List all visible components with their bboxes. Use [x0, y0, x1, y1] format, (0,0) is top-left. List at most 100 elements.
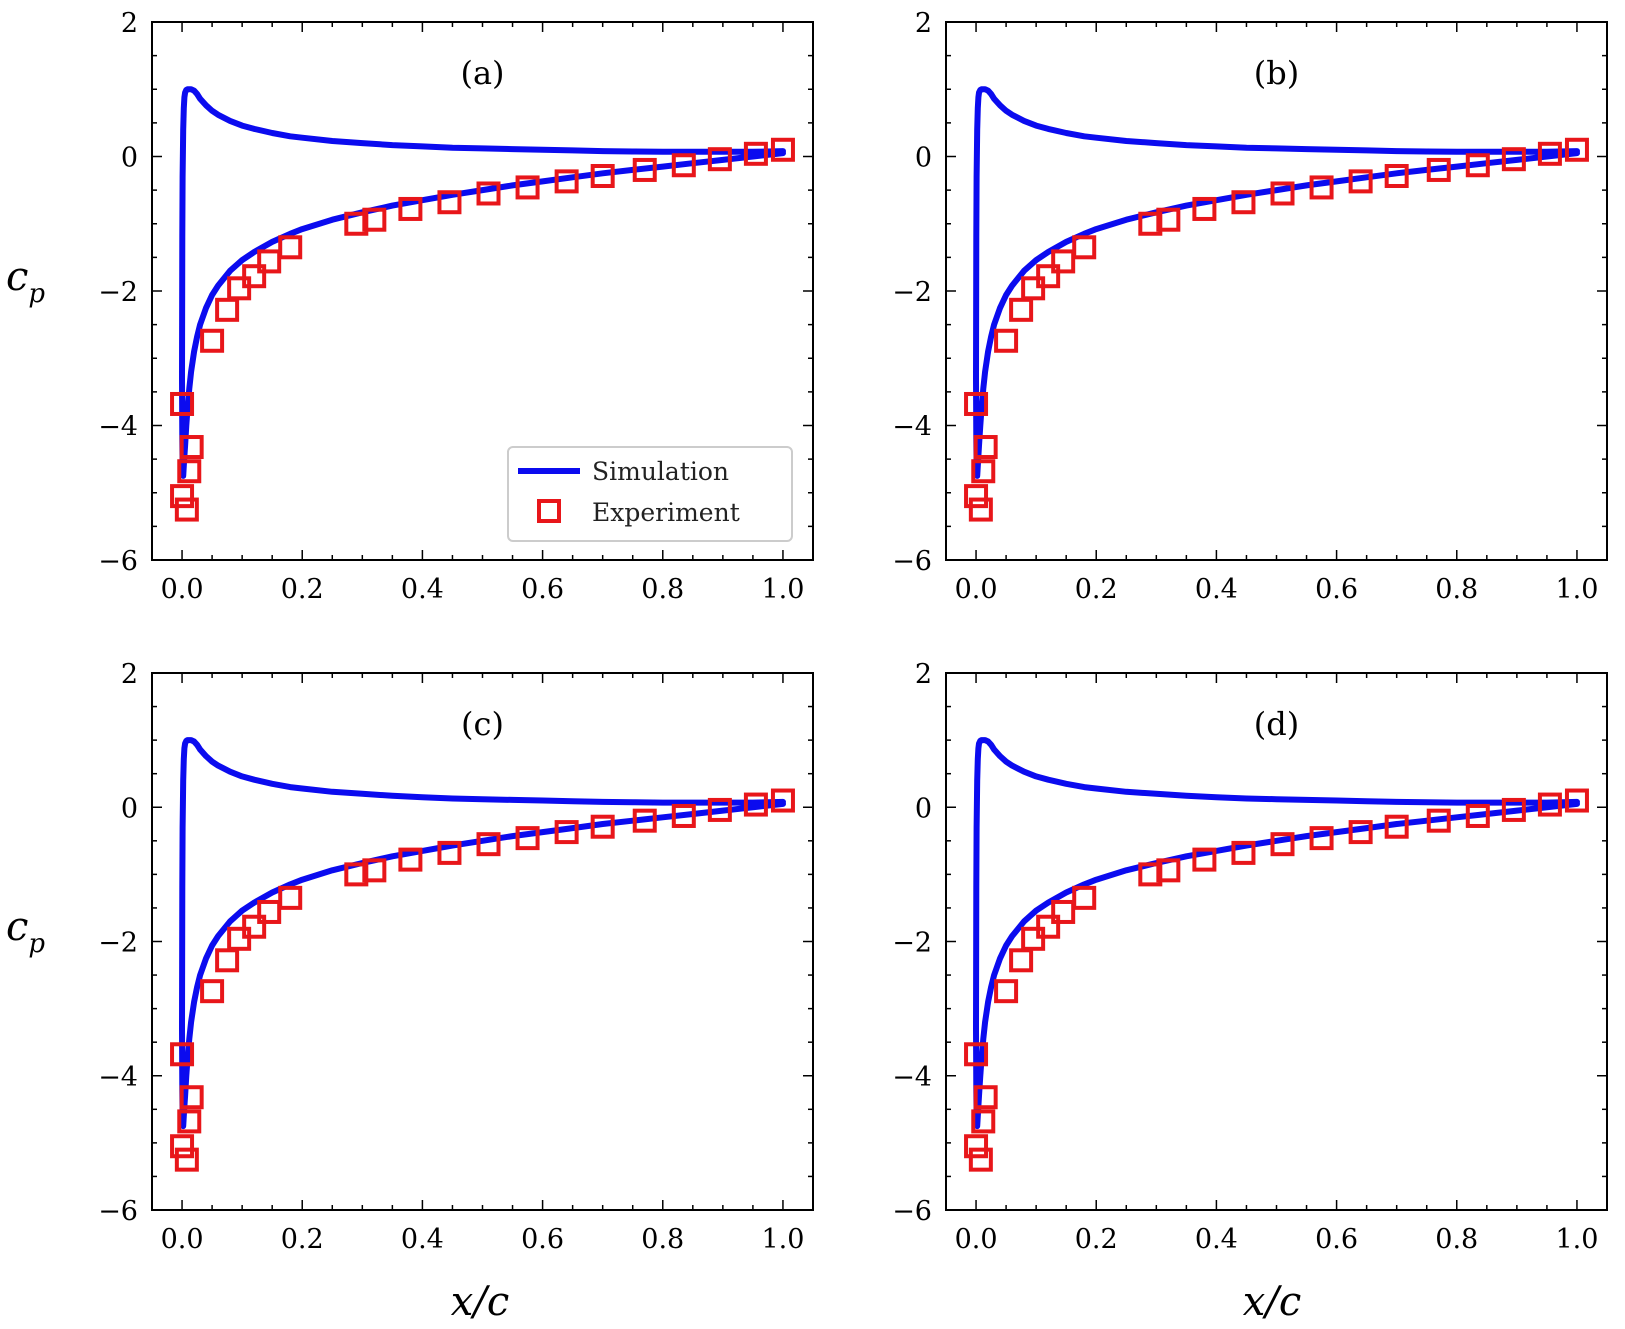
experiment-marker [971, 1109, 996, 1134]
experiment-marker [1072, 885, 1097, 910]
experiment-marker [1348, 169, 1373, 194]
x-tick-label: 0.0 [955, 1224, 998, 1255]
experiment-marker [257, 899, 282, 924]
experiment-marker [362, 858, 387, 883]
experiment-marker [179, 1085, 204, 1110]
experiment-marker [1270, 832, 1295, 857]
x-tick-label: 0.8 [1435, 1224, 1478, 1255]
experiment-marker [1231, 840, 1256, 865]
experiment-marker [215, 948, 240, 973]
experiment-marker [174, 497, 199, 522]
experiment-marker [743, 141, 768, 166]
experiment-marker [964, 1042, 989, 1067]
experiment-marker [437, 840, 462, 865]
experiment-marker [1426, 808, 1451, 833]
x-tick-label: 0.6 [1315, 1224, 1358, 1255]
x-tick-label: 0.4 [401, 1224, 444, 1255]
experiment-marker [1192, 847, 1217, 872]
x-tick-label: 1.0 [761, 574, 804, 605]
panel-label: (a) [460, 54, 504, 92]
plot-frame [945, 672, 1608, 1211]
y-tick-label: −2 [98, 928, 138, 959]
experiment-marker [770, 137, 795, 162]
experiment-marker [174, 1147, 199, 1172]
experiment-marker [671, 153, 696, 178]
experiment-marker [1309, 826, 1334, 851]
ylabel-sub-bottom: p [28, 929, 45, 959]
experiment-marker [994, 328, 1019, 353]
x-tick-label: 0.0 [955, 574, 998, 605]
experiment-marker [1564, 788, 1589, 813]
experiment-marker [770, 788, 795, 813]
x-tick-label: 1.0 [761, 1224, 804, 1255]
x-tick-label: 1.0 [1555, 1224, 1598, 1255]
experiment-marker [437, 190, 462, 215]
experiment-marker [1426, 157, 1451, 182]
simulation-line [179, 737, 786, 1130]
experiment-marker [476, 181, 501, 206]
x-tick-label: 0.2 [281, 1224, 324, 1255]
experiment-marker [227, 276, 252, 301]
x-tick-label: 0.2 [281, 574, 324, 605]
experiment-marker [515, 826, 540, 851]
plot-frame [945, 21, 1608, 561]
x-tick-label: 0.2 [1075, 1224, 1118, 1255]
experiment-marker [973, 435, 998, 460]
y-tick-label: −6 [892, 546, 932, 577]
y-tick-label: −2 [892, 277, 932, 308]
legend: Simulation Experiment [507, 446, 793, 542]
experiment-marker [1501, 147, 1526, 172]
experiment-marker [362, 207, 387, 232]
panel-label: (c) [461, 705, 504, 743]
ylabel-sub-top: p [28, 279, 45, 309]
experiment-marker [515, 175, 540, 200]
experiment-marker [170, 391, 195, 416]
y-tick-label: −2 [98, 277, 138, 308]
xlabel-right: x/c [1243, 1279, 1301, 1325]
ylabel-bottom: cp [6, 904, 45, 959]
experiment-marker [1021, 276, 1046, 301]
simulation-line [179, 86, 786, 479]
experiment-marker [968, 1147, 993, 1172]
experiment-marker [632, 157, 657, 182]
experiment-marker [242, 914, 267, 939]
y-tick-label: 2 [915, 659, 932, 690]
experiment-marker [964, 391, 989, 416]
y-tick-label: −4 [892, 412, 932, 443]
y-tick-label: −6 [892, 1196, 932, 1227]
ylabel-base-bottom: c [6, 904, 28, 950]
experiment-marker [964, 1134, 989, 1159]
y-tick-label: 0 [915, 143, 932, 174]
y-tick-label: −2 [892, 928, 932, 959]
x-tick-label: 0.6 [521, 574, 564, 605]
experiment-marker [1072, 235, 1097, 260]
experiment-marker [1156, 858, 1181, 883]
experiment-marker [707, 797, 732, 822]
y-tick-label: −4 [98, 412, 138, 443]
experiment-marker [1384, 164, 1409, 189]
x-tick-label: 0.6 [1315, 574, 1358, 605]
experiment-marker [743, 792, 768, 817]
experiment-marker [1309, 175, 1334, 200]
y-tick-label: 2 [915, 8, 932, 39]
panel-label: (d) [1254, 705, 1299, 743]
experiment-marker [177, 1109, 202, 1134]
legend-experiment-label: Experiment [592, 498, 740, 527]
x-tick-label: 0.8 [641, 1224, 684, 1255]
experiment-marker [1192, 196, 1217, 221]
x-tick-label: 0.8 [1435, 574, 1478, 605]
experiment-marker [1564, 137, 1589, 162]
y-tick-label: 2 [121, 659, 138, 690]
experiment-marker [170, 1134, 195, 1159]
y-tick-label: −6 [98, 546, 138, 577]
y-tick-label: −6 [98, 1196, 138, 1227]
experiment-marker [398, 196, 423, 221]
experiment-marker [257, 249, 282, 274]
x-tick-label: 1.0 [1555, 574, 1598, 605]
experiment-marker [973, 1085, 998, 1110]
experiment-marker [1036, 264, 1061, 289]
experiment-marker [590, 164, 615, 189]
panel-label: (b) [1254, 54, 1299, 92]
experiment-marker [1537, 141, 1562, 166]
legend-simulation-label: Simulation [592, 457, 729, 486]
